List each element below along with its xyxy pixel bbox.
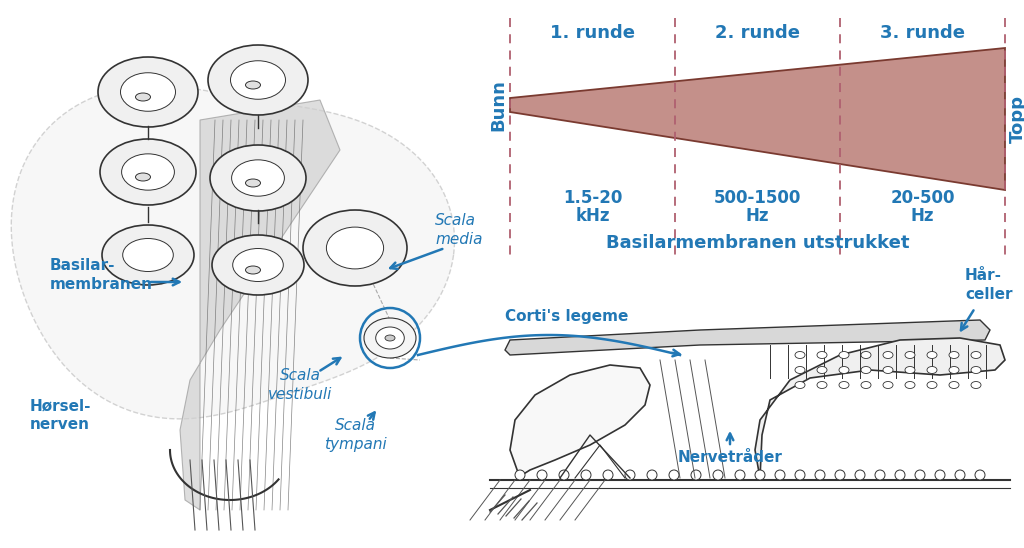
Ellipse shape [212, 235, 304, 295]
Ellipse shape [208, 45, 308, 115]
Text: Hz: Hz [745, 207, 769, 225]
Ellipse shape [817, 381, 827, 389]
Text: Scala
media: Scala media [435, 213, 482, 247]
Polygon shape [510, 48, 1005, 190]
Ellipse shape [861, 367, 871, 374]
Ellipse shape [210, 145, 306, 211]
Circle shape [713, 470, 723, 480]
Text: Topp: Topp [1009, 95, 1024, 143]
Ellipse shape [883, 367, 893, 374]
Ellipse shape [839, 367, 849, 374]
Text: kHz: kHz [575, 207, 609, 225]
Ellipse shape [949, 381, 959, 389]
Ellipse shape [905, 381, 915, 389]
Circle shape [537, 470, 547, 480]
Circle shape [874, 470, 885, 480]
Ellipse shape [135, 93, 151, 101]
Ellipse shape [232, 248, 284, 282]
Ellipse shape [817, 367, 827, 374]
Text: 1.5-20: 1.5-20 [563, 189, 623, 207]
Ellipse shape [795, 367, 805, 374]
Text: 1. runde: 1. runde [550, 24, 635, 42]
Ellipse shape [230, 61, 286, 99]
Text: Nervetråder: Nervetråder [678, 450, 782, 465]
Circle shape [647, 470, 657, 480]
Circle shape [581, 470, 591, 480]
Circle shape [795, 470, 805, 480]
Text: Bunn: Bunn [489, 79, 507, 131]
Ellipse shape [949, 367, 959, 374]
Polygon shape [505, 320, 990, 355]
Text: Basilar-
membranen: Basilar- membranen [50, 258, 153, 292]
Ellipse shape [927, 381, 937, 389]
Ellipse shape [122, 154, 174, 190]
Text: Scala
vestibuli: Scala vestibuli [268, 368, 332, 402]
Circle shape [603, 470, 613, 480]
Text: 2. runde: 2. runde [715, 24, 800, 42]
Ellipse shape [795, 351, 805, 358]
Circle shape [955, 470, 965, 480]
Ellipse shape [905, 351, 915, 358]
Circle shape [895, 470, 905, 480]
Ellipse shape [246, 179, 260, 187]
Circle shape [691, 470, 701, 480]
Ellipse shape [795, 381, 805, 389]
Ellipse shape [246, 266, 260, 274]
Ellipse shape [364, 318, 416, 358]
Ellipse shape [861, 351, 871, 358]
Circle shape [515, 470, 525, 480]
Ellipse shape [303, 210, 407, 286]
Text: Scala
tympani: Scala tympani [324, 418, 386, 452]
Text: Corti's legeme: Corti's legeme [505, 309, 629, 323]
Ellipse shape [971, 367, 981, 374]
Circle shape [735, 470, 745, 480]
Text: 20-500: 20-500 [890, 189, 954, 207]
Text: Hørsel-
nerven: Hørsel- nerven [30, 398, 91, 432]
Text: Hår-
celler: Hår- celler [965, 268, 1013, 302]
Ellipse shape [121, 73, 175, 111]
Circle shape [669, 470, 679, 480]
Circle shape [625, 470, 635, 480]
Text: Hz: Hz [910, 207, 934, 225]
Text: 500-1500: 500-1500 [714, 189, 801, 207]
Circle shape [815, 470, 825, 480]
Polygon shape [510, 365, 650, 478]
Ellipse shape [100, 139, 196, 205]
Ellipse shape [905, 367, 915, 374]
Ellipse shape [861, 381, 871, 389]
Ellipse shape [98, 57, 198, 127]
Ellipse shape [839, 381, 849, 389]
Circle shape [835, 470, 845, 480]
Ellipse shape [883, 351, 893, 358]
Ellipse shape [927, 367, 937, 374]
Ellipse shape [385, 335, 395, 341]
Ellipse shape [817, 351, 827, 358]
Ellipse shape [123, 238, 173, 271]
Ellipse shape [971, 381, 981, 389]
Ellipse shape [839, 351, 849, 358]
Circle shape [855, 470, 865, 480]
Circle shape [755, 470, 765, 480]
Circle shape [915, 470, 925, 480]
Ellipse shape [883, 381, 893, 389]
Circle shape [559, 470, 569, 480]
Circle shape [935, 470, 945, 480]
Ellipse shape [927, 351, 937, 358]
Ellipse shape [327, 227, 384, 269]
Ellipse shape [971, 351, 981, 358]
Polygon shape [755, 338, 1005, 478]
Ellipse shape [231, 160, 285, 196]
Ellipse shape [135, 173, 151, 181]
Circle shape [775, 470, 785, 480]
Polygon shape [11, 85, 455, 419]
Circle shape [975, 470, 985, 480]
Ellipse shape [949, 351, 959, 358]
Ellipse shape [246, 81, 260, 89]
Polygon shape [180, 100, 340, 510]
Text: Basilarmembranen utstrukket: Basilarmembranen utstrukket [606, 234, 909, 252]
Ellipse shape [376, 327, 404, 349]
Ellipse shape [102, 225, 194, 285]
Text: 3. runde: 3. runde [880, 24, 965, 42]
